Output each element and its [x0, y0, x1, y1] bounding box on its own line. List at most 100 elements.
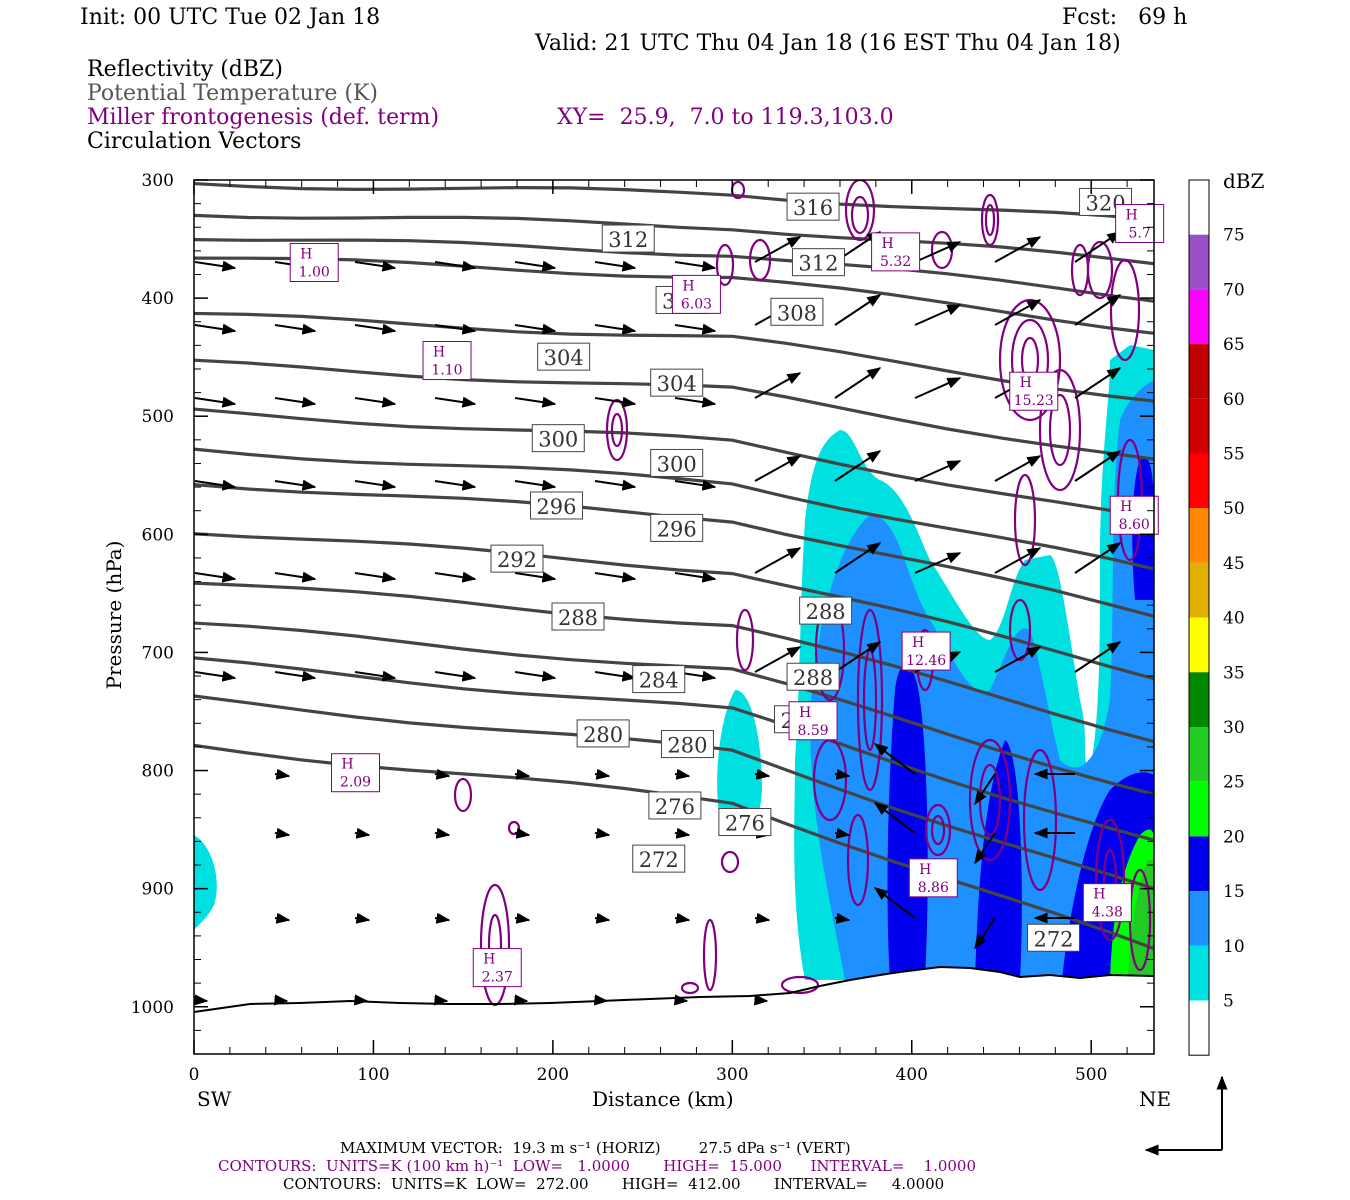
frontogenesis-maxima-labels: H 1.00 H 1.10 H 6.03 H 5.32 H 5.7 H 15.23 H 8.60 H 12.4… — [289, 204, 1165, 988]
circulation-vector — [1074, 294, 1122, 326]
theta-label: 272 — [639, 848, 679, 872]
colorbar-label: 70 — [1223, 280, 1245, 300]
theta-label-box — [537, 342, 591, 371]
fronto-max-h: H — [341, 757, 353, 773]
circulation-vector — [873, 743, 916, 775]
theta-label-box — [799, 596, 853, 625]
circulation-vector — [594, 323, 637, 335]
theta-label: 296 — [657, 517, 697, 541]
footer-max-vector: MAXIMUM VECTOR: 19.3 m s⁻¹ (HORIZ) 27.5 … — [340, 1139, 851, 1157]
circulation-vector — [354, 571, 397, 583]
circulation-vector — [274, 396, 317, 408]
theta-label-box — [650, 513, 704, 542]
circulation-vector — [674, 323, 717, 335]
circulation-vector — [514, 912, 531, 924]
theta-label: 292 — [497, 548, 537, 572]
theta-label: 276 — [725, 812, 765, 836]
fronto-max-value: 4.38 — [1092, 905, 1123, 921]
fronto-max-box — [908, 858, 958, 898]
colorbar-swatch — [1189, 617, 1209, 673]
circulation-vector — [834, 542, 882, 574]
theta-contour — [194, 656, 1154, 842]
circulation-vector — [194, 994, 209, 1006]
theta-label-box — [791, 248, 845, 277]
theta-label: 312 — [798, 252, 838, 276]
circulation-vector — [754, 912, 771, 924]
circulation-vector — [914, 552, 962, 574]
circulation-vector — [194, 396, 237, 408]
theta-label-box — [718, 808, 772, 837]
theta-contour — [194, 532, 1154, 681]
circulation-vector — [434, 768, 451, 780]
fronto-max-h: H — [1120, 499, 1132, 515]
circulation-vector — [914, 460, 962, 482]
circulation-vector — [274, 827, 291, 839]
theta-label-box — [660, 730, 714, 759]
circulation-vector — [273, 994, 289, 1006]
circulation-vector — [274, 670, 317, 682]
x-tick-label: 0 — [189, 1065, 200, 1085]
fronto-max-h: H — [919, 862, 931, 878]
legend-frontogenesis: Miller frontogenesis (def. term) — [87, 105, 440, 130]
refl-5dbz-left — [194, 835, 217, 930]
colorbar-label: 10 — [1223, 937, 1245, 957]
x-left-label: SW — [197, 1087, 232, 1111]
circulation-vector — [274, 323, 317, 335]
fronto-max-value: 5.7 — [1129, 226, 1151, 242]
theta-label-box — [551, 602, 605, 631]
theta-label: 284 — [639, 669, 679, 693]
circulation-vector — [974, 773, 996, 806]
colorbar-swatch — [1189, 672, 1209, 727]
x-tick-label: 200 — [537, 1065, 569, 1085]
circulation-vector — [914, 377, 962, 399]
fronto-max-h: H — [433, 345, 445, 361]
circulation-vector — [514, 827, 531, 839]
circulation-vector — [514, 670, 557, 682]
theta-contour — [194, 181, 1154, 222]
y-tick-label: 500 — [142, 407, 174, 427]
colorbar-label: 65 — [1223, 335, 1245, 355]
plot-frame — [193, 179, 1155, 1055]
circulation-vector — [514, 768, 531, 780]
theta-label: 308 — [777, 301, 817, 325]
fronto-max-box — [289, 242, 339, 282]
circulation-vector — [354, 260, 397, 272]
colorbar-swatch — [1189, 234, 1209, 290]
colorbar-swatch — [1189, 344, 1209, 399]
theta-label: 288 — [793, 666, 833, 690]
theta-label: 312 — [608, 228, 648, 252]
circulation-vector — [354, 912, 371, 924]
theta-label-box — [786, 662, 840, 691]
legend-vectors: Circulation Vectors — [87, 129, 302, 154]
x-axis-title: Distance (km) — [592, 1087, 734, 1111]
colorbar-label: 30 — [1223, 718, 1245, 738]
circulation-vector — [834, 912, 851, 924]
fronto-max-value: 8.86 — [918, 880, 949, 896]
fronto-max-box — [901, 631, 951, 671]
theta-contour — [194, 581, 1154, 744]
theta-contour — [194, 447, 1154, 571]
circulation-vector — [994, 299, 1042, 326]
colorbar: 75 70 65 60 55 50 45 40 35 30 25 20 15 10 5 — [1188, 179, 1245, 1056]
colorbar-label: 5 — [1223, 992, 1234, 1012]
theta-label-box — [529, 491, 583, 520]
circulation-vector — [754, 547, 802, 574]
theta-label: 300 — [657, 452, 697, 476]
y-tick-label: 600 — [142, 525, 174, 545]
fronto-max-box — [422, 341, 472, 381]
circulation-vector — [514, 323, 557, 335]
frontogenesis-contours — [453, 180, 1152, 1007]
theta-label-box — [632, 665, 686, 694]
circulation-vector — [1074, 367, 1122, 399]
circulation-vector — [514, 396, 557, 408]
circulation-vector — [434, 912, 451, 924]
circulation-vector — [754, 455, 802, 482]
circulation-vector — [994, 547, 1042, 574]
circulation-vector — [834, 450, 882, 482]
circulation-vector — [834, 294, 882, 326]
fronto-max-box — [1009, 371, 1059, 411]
circulation-vector — [434, 479, 477, 491]
theta-label: 288 — [806, 600, 846, 624]
theta-label-box — [650, 368, 704, 397]
theta-label-box — [650, 448, 704, 477]
